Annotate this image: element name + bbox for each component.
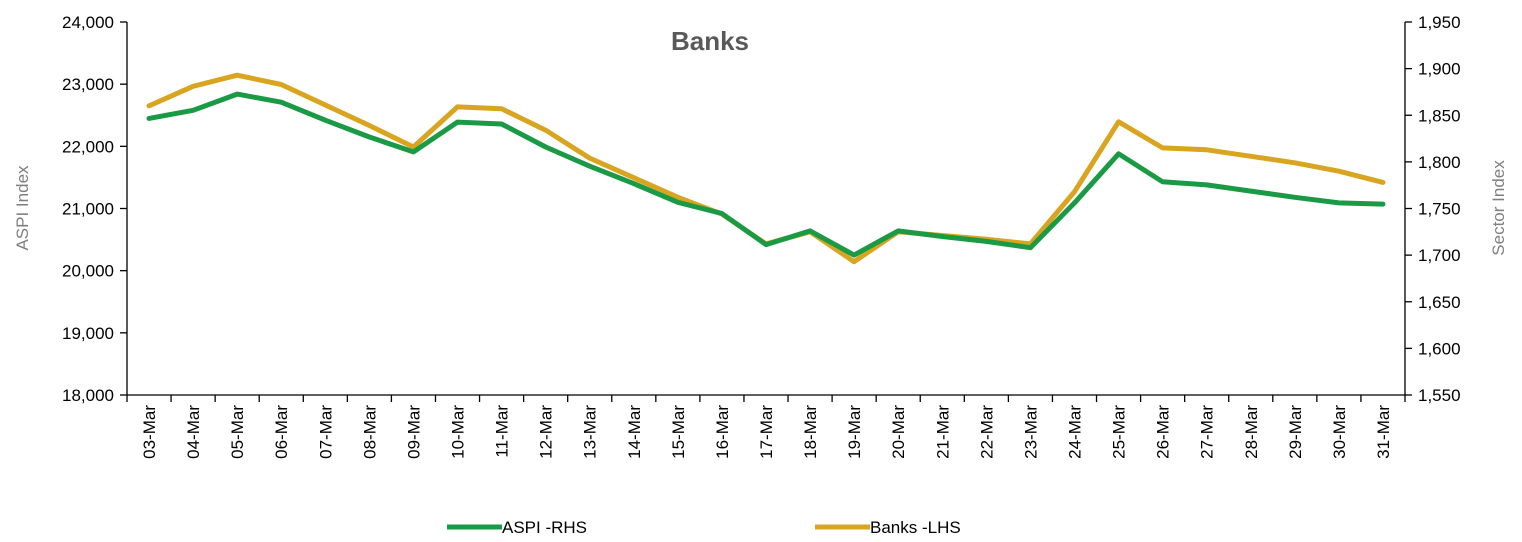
chart-title: Banks bbox=[671, 26, 749, 56]
x-tick-label: 29-Mar bbox=[1286, 405, 1305, 459]
x-tick-label: 15-Mar bbox=[669, 405, 688, 459]
x-tick-label: 24-Mar bbox=[1065, 405, 1084, 459]
right-tick-label: 1,900 bbox=[1418, 60, 1461, 79]
x-tick-label: 05-Mar bbox=[228, 405, 247, 459]
x-tick-label: 22-Mar bbox=[977, 405, 996, 459]
x-tick-label: 11-Mar bbox=[493, 405, 512, 458]
right-tick-label: 1,950 bbox=[1418, 13, 1461, 32]
x-tick-label: 10-Mar bbox=[449, 405, 468, 459]
left-axis-title: ASPI Index bbox=[13, 165, 32, 251]
left-tick-label: 24,000 bbox=[62, 13, 114, 32]
x-tick-label: 12-Mar bbox=[537, 405, 556, 459]
x-tick-label: 27-Mar bbox=[1198, 405, 1217, 459]
left-tick-label: 22,000 bbox=[62, 137, 114, 156]
right-tick-label: 1,650 bbox=[1418, 293, 1461, 312]
right-tick-label: 1,550 bbox=[1418, 386, 1461, 405]
left-tick-label: 20,000 bbox=[62, 262, 114, 281]
x-tick-label: 26-Mar bbox=[1154, 405, 1173, 459]
x-tick-label: 17-Mar bbox=[757, 405, 776, 459]
x-tick-label: 28-Mar bbox=[1242, 405, 1261, 459]
legend-label-banks: Banks -LHS bbox=[870, 518, 961, 537]
x-tick-label: 30-Mar bbox=[1330, 405, 1349, 459]
x-tick-label: 21-Mar bbox=[933, 405, 952, 459]
right-tick-label: 1,800 bbox=[1418, 153, 1461, 172]
series-lines bbox=[146, 72, 1386, 265]
x-tick-label: 31-Mar bbox=[1374, 405, 1393, 459]
legend: ASPI -RHS Banks -LHS bbox=[447, 518, 961, 537]
x-tick-label: 09-Mar bbox=[404, 405, 423, 459]
x-tick-label: 16-Mar bbox=[713, 405, 732, 459]
x-tick-label: 07-Mar bbox=[316, 405, 335, 459]
x-tick-label: 08-Mar bbox=[360, 405, 379, 459]
x-tick-label: 13-Mar bbox=[581, 405, 600, 459]
series-line-aspi bbox=[146, 91, 1386, 258]
x-tick-label: 06-Mar bbox=[272, 405, 291, 459]
x-tick-label: 04-Mar bbox=[184, 405, 203, 459]
x-tick-label: 03-Mar bbox=[140, 405, 159, 459]
right-tick-label: 1,750 bbox=[1418, 200, 1461, 219]
left-tick-label: 21,000 bbox=[62, 200, 114, 219]
right-axis-title: Sector Index bbox=[1489, 160, 1508, 256]
left-tick-label: 18,000 bbox=[62, 386, 114, 405]
left-tick-label: 19,000 bbox=[62, 324, 114, 343]
x-tick-label: 25-Mar bbox=[1110, 405, 1129, 459]
x-tick-label: 19-Mar bbox=[845, 405, 864, 459]
x-tick-label: 14-Mar bbox=[625, 405, 644, 459]
x-tick-label: 23-Mar bbox=[1021, 405, 1040, 459]
series-line-banks bbox=[146, 72, 1386, 265]
right-tick-label: 1,850 bbox=[1418, 106, 1461, 125]
x-tick-label: 20-Mar bbox=[889, 405, 908, 459]
left-tick-label: 23,000 bbox=[62, 75, 114, 94]
right-tick-label: 1,700 bbox=[1418, 246, 1461, 265]
axes: 18,000 19,000 20,000 21,000 22,000 23,000 24,0… bbox=[62, 13, 1461, 459]
legend-label-aspi: ASPI -RHS bbox=[502, 518, 587, 537]
right-tick-label: 1,600 bbox=[1418, 339, 1461, 358]
x-tick-label: 18-Mar bbox=[801, 405, 820, 459]
